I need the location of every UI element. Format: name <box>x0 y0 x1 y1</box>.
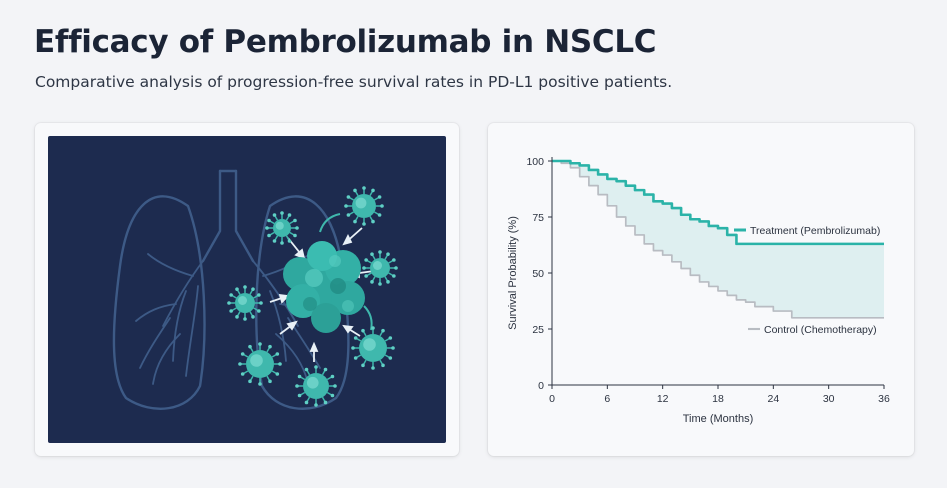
page-subtitle: Comparative analysis of progression-free… <box>35 73 673 91</box>
legend-label: Control (Chemotherapy) <box>764 324 877 336</box>
x-tick-label: 0 <box>549 393 555 405</box>
y-tick-label: 100 <box>526 156 544 168</box>
t-cell-icon <box>362 250 398 286</box>
x-tick-label: 24 <box>767 393 779 405</box>
x-tick-label: 30 <box>823 393 835 405</box>
t-cell-icon <box>295 365 337 407</box>
legend-item: Treatment (Pembrolizumab) <box>734 225 880 237</box>
t-cell-icon <box>227 285 263 321</box>
lung-tumor-illustration <box>112 169 398 410</box>
y-tick-label: 75 <box>532 212 544 224</box>
t-cell-icon <box>238 342 282 386</box>
t-cell-icon <box>265 211 299 245</box>
y-tick-label: 0 <box>538 380 544 392</box>
chart-card: 0 6 12 18 24 30 36 0 25 50 75 100 Time (Months) Sur… <box>488 123 914 456</box>
x-axis-label: Time (Months) <box>683 413 754 425</box>
legend-item: Control (Chemotherapy) <box>748 324 877 336</box>
survival-chart: 0 6 12 18 24 30 36 0 25 50 75 100 Time (Months) Sur… <box>507 156 890 425</box>
survival-difference-area <box>552 161 884 318</box>
x-tick-label: 6 <box>604 393 610 405</box>
page-title: Efficacy of Pembrolizumab in NSCLC <box>34 24 657 60</box>
illustration-card <box>35 123 459 456</box>
illustration-panel <box>48 136 446 443</box>
t-cell-icon <box>344 186 384 226</box>
y-tick-label: 25 <box>532 324 544 336</box>
tumor-icon <box>283 241 365 333</box>
x-tick-label: 36 <box>878 393 890 405</box>
t-cells <box>227 186 398 407</box>
x-tick-label: 18 <box>712 393 724 405</box>
control-series-line <box>552 160 884 319</box>
y-tick-label: 50 <box>532 268 544 280</box>
treatment-series-line <box>552 159 884 246</box>
y-axis-label: Survival Probability (%) <box>507 216 519 330</box>
legend-label: Treatment (Pembrolizumab) <box>750 225 880 237</box>
x-tick-label: 12 <box>657 393 669 405</box>
t-cell-icon <box>351 326 395 370</box>
